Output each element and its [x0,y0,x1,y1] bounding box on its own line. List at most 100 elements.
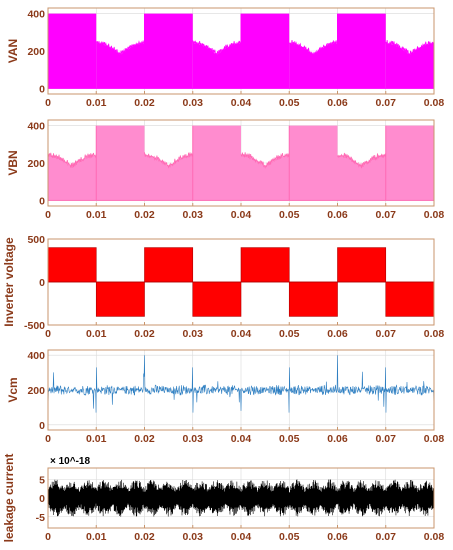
van-full-pulse-block [241,13,290,89]
vbn-ripple-trace [337,152,387,169]
van-modulated-envelope [96,43,145,89]
leakage-current-y-tick-label: 5 [39,474,45,486]
leakage-current-y-axis-label: leakage current [2,454,16,543]
leakage-current-x-tick-label: 0.07 [376,531,397,543]
leakage-current-x-tick-label: 0.05 [279,531,300,543]
van-x-tick-label: 0.04 [231,97,252,109]
inverter-voltage-y-tick-label: -500 [24,320,45,332]
van-ripple-trace [95,40,145,56]
van-y-tick-label: 400 [27,9,45,21]
vbn-y-tick-label: 400 [27,121,45,133]
vbn-modulated-envelope [337,155,386,201]
vcm-x-tick-label: 0.04 [231,433,252,445]
inverter-voltage-negative-block [95,281,145,317]
vbn-x-tick-label: 0.02 [134,209,155,221]
leakage-current-trace [48,479,434,517]
inverter-voltage-x-tick-label: 0.02 [134,328,155,340]
van-x-tick-label: 0.05 [279,97,300,109]
van-x-tick-label: 0 [45,97,51,109]
inverter-voltage-x-tick-label: 0.01 [86,328,107,340]
leakage-current-y-tick-label: -5 [36,512,45,524]
inverter-voltage-negative-block [192,281,242,317]
inverter-voltage-negative-block [288,281,338,317]
van-x-tick-label: 0.03 [183,97,204,109]
van-ripple-trace [288,40,338,57]
leakage-current-exponent-label: × 10^-18 [50,456,90,467]
van-plot-area [48,8,434,94]
van-panel: 0 0.01 0.02 0.03 0.04 0.05 0.06 0.07 0.08 0 200 400… [6,7,444,109]
vbn-full-pulse-block [289,125,338,201]
leakage-current-x-tick-label: 0.08 [424,531,445,543]
vbn-panel: 0 0.01 0.02 0.03 0.04 0.05 0.06 0.07 0.08 0 200 400… [6,119,445,221]
inverter-voltage-x-tick-label: 0.06 [327,328,348,340]
van-y-tick-label: 200 [27,46,45,58]
van-modulated-envelope [192,43,241,89]
vcm-x-tick-label: 0.03 [183,433,204,445]
leakage-current-y-tick-label: 0 [39,493,45,505]
inverter-voltage-y-tick-label: 500 [27,234,45,246]
vbn-modulated-envelope [241,155,290,201]
vcm-y-tick-label: 400 [27,350,45,362]
vcm-x-tick-label: 0.01 [86,433,107,445]
inverter-voltage-panel: 0 0.01 0.02 0.03 0.04 0.05 0.06 0.07 0.08-500050… [2,234,444,340]
inverter-voltage-y-tick-label: 0 [39,277,45,289]
van-ripple-trace [385,39,434,57]
van-modulated-envelope [385,43,434,89]
inverter-voltage-positive-block [48,247,97,283]
vbn-x-tick-label: 0.08 [424,209,445,221]
inverter-voltage-positive-block [240,247,290,283]
vbn-ripple-trace [240,152,290,169]
leakage-current-x-tick-label: 0.03 [183,531,204,543]
vcm-y-tick-label: 200 [27,385,45,397]
van-x-tick-label: 0.07 [376,97,397,109]
vcm-y-axis-label: Vcm [6,377,20,402]
leakage-current-x-tick-label: 0.06 [327,531,348,543]
leakage-current-panel: 0 0.01 0.02 0.03 0.04 0.05 0.06 0.07 0.08-505lea… [2,454,444,543]
vcm-panel: 0 0.01 0.02 0.03 0.04 0.05 0.06 0.07 0.08 0 200 400… [6,349,445,445]
inverter-voltage-plot-area [48,246,434,317]
van-full-pulse-block [144,13,193,89]
inverter-voltage-positive-block [144,247,194,283]
van-y-tick-label: 0 [39,83,45,95]
vbn-x-tick-label: 0.01 [86,209,107,221]
vbn-x-tick-label: 0.04 [231,209,252,221]
vcm-x-tick-label: 0.02 [134,433,155,445]
inverter-voltage-x-tick-label: 0.07 [376,328,397,340]
vbn-ripple-trace [48,152,97,168]
van-x-tick-label: 0.01 [86,97,107,109]
leakage-current-x-tick-label: 0.04 [231,531,252,543]
vbn-y-axis-label: VBN [6,150,20,175]
vbn-x-tick-label: 0.03 [183,209,204,221]
vbn-x-tick-label: 0.06 [327,209,348,221]
van-full-pulse-block [337,13,386,89]
inverter-voltage-x-tick-label: 0.03 [183,328,204,340]
inverter-voltage-outline [48,246,434,248]
leakage-current-plot-area [48,468,434,528]
inverter-voltage-negative-block [385,281,434,317]
van-ripple-trace [192,40,242,56]
van-modulated-envelope [289,43,338,89]
vcm-x-tick-label: 0 [45,433,51,445]
vcm-x-tick-label: 0.05 [279,433,300,445]
vbn-ripple-trace [144,152,194,169]
vbn-full-pulse-block [192,125,241,201]
leakage-current-x-tick-label: 0 [45,531,51,543]
inverter-voltage-x-tick-label: 0 [45,328,51,340]
vcm-x-tick-label: 0.06 [327,433,348,445]
vcm-trace [48,355,434,413]
vcm-plot-area [48,350,434,430]
inverter-voltage-x-tick-label: 0.04 [231,328,252,340]
vbn-y-tick-label: 0 [39,195,45,207]
leakage-current-x-tick-label: 0.02 [134,531,155,543]
vbn-modulated-envelope [48,155,97,201]
inverter-voltage-positive-block [337,247,387,283]
vcm-y-tick-label: 0 [39,420,45,432]
vcm-x-tick-label: 0.08 [424,433,445,445]
vbn-x-tick-label: 0.07 [376,209,397,221]
vbn-x-tick-label: 0 [45,209,51,221]
van-x-tick-label: 0.02 [134,97,155,109]
vbn-full-pulse-block [385,125,434,201]
vcm-x-tick-label: 0.07 [376,433,397,445]
vbn-y-tick-label: 200 [27,158,45,170]
